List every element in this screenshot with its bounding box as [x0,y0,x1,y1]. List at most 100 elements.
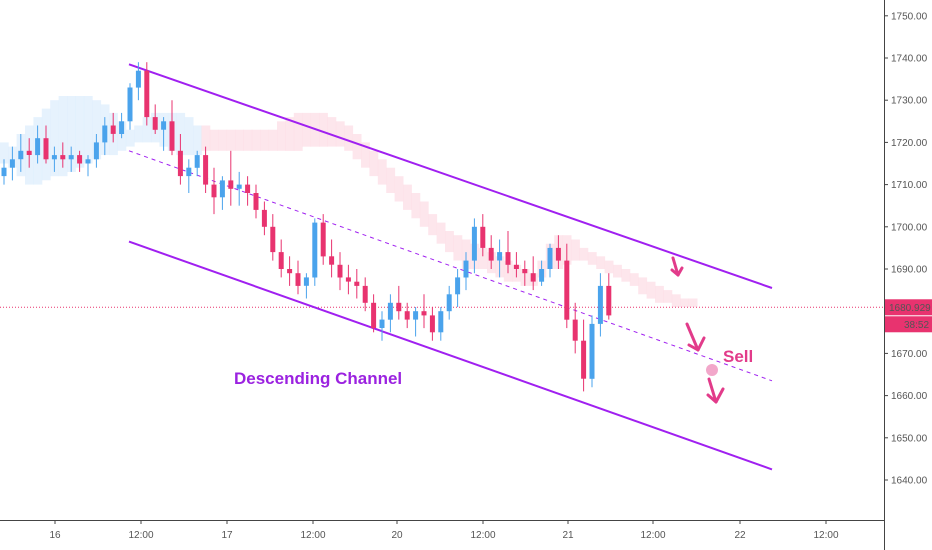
candle-body [219,180,225,198]
current-price-label: 1680.929 [889,303,931,314]
cloud-segment [419,201,429,227]
cloud-segment [428,214,438,236]
cloud-segment [0,142,9,164]
candle-body [345,277,351,282]
candle-body [127,87,133,122]
cloud-segment [243,129,253,151]
cloud-segment [293,112,303,151]
time-axis[interactable]: 16 12:00 17 12:00 20 12:00 21 12:00 22 12:00 [0,520,884,541]
cloud-segment [201,125,211,151]
candle-body [51,155,57,160]
candle-body [211,184,217,198]
channel-label: Descending Channel [234,369,402,388]
price-axis[interactable]: 1640.001650.001660.001670.001680.001690.… [884,0,932,550]
countdown-badge [885,316,932,333]
time-ticks: 16 12:00 17 12:00 20 12:00 21 12:00 22 12:00 [49,520,839,541]
candle-body [9,159,15,168]
candle-body [455,277,461,295]
down-arrow-icon [671,256,680,277]
candle-body [513,264,519,269]
candle-body [1,167,7,177]
candle-body [303,277,309,286]
time-tick-label: 20 [391,530,403,541]
channel-upper-line [128,63,773,289]
cloud-segment [587,252,597,265]
cloud-segment [302,112,312,147]
cloud-segment [260,129,270,151]
cloud-segment [125,129,135,147]
cloud-segment [235,129,244,151]
time-tick-label: 12:00 [470,530,495,541]
candle-body [194,155,200,168]
cloud-segment [663,290,673,303]
cloud-segment [646,281,656,299]
candle-body [253,193,259,210]
candle-body [539,269,545,282]
price-tick-label: 1690.00 [891,265,928,276]
price-tick-label: 1670.00 [891,349,928,360]
cloud-segment [134,125,144,143]
price-tick-label: 1750.00 [891,11,928,22]
cloud-segment [58,96,68,177]
arrow-head [706,387,725,404]
candle-body [161,121,167,130]
candle-body [186,167,192,177]
cloud-segment [436,222,446,244]
candle-body [270,226,276,253]
candle-body [488,247,494,261]
candle-body [589,323,595,379]
cloud-segment [50,100,60,177]
cloud-segment [621,269,631,282]
cloud-segment [75,96,85,168]
cloud-segment [319,112,328,147]
cloud-segment [571,239,580,261]
countdown-label: 38:52 [904,320,929,331]
time-tick-label: 22 [734,530,746,541]
price-tick-label: 1740.00 [891,54,928,65]
cloud-segment [638,277,648,295]
time-tick-label: 16 [49,530,61,541]
candle-body [77,155,83,164]
candle-body [404,311,410,320]
candle-body [463,260,469,278]
candle-body [26,150,32,155]
price-tick-label: 1710.00 [891,180,928,191]
candle-body [135,70,141,88]
cloud-segment [361,142,370,168]
down-arrow-icon [685,322,700,352]
candle-body [144,70,150,118]
candle-body [320,222,326,257]
candle-body [429,315,435,333]
candle-body [68,155,74,160]
cloud-segment [453,235,463,261]
candle-body [480,226,486,248]
price-tick-label: 1730.00 [891,96,928,107]
candle-body [421,311,427,316]
candle-body [581,340,587,379]
cloud-segment [251,129,261,151]
candle-body [362,285,368,303]
candle-body [102,125,108,143]
candle-body [43,138,49,160]
candle-body [337,264,343,278]
candle-body [35,138,41,156]
time-tick-label: 12:00 [128,530,153,541]
down-arrow-icon [707,377,718,404]
cloud-segment [184,117,194,156]
cloud-segment [478,247,488,269]
cloud-segment [579,247,589,261]
cloud-segment [629,273,639,286]
time-tick-label: 12:00 [300,530,325,541]
candle-body [329,256,335,265]
cloud-segment [411,193,421,219]
candle-body [606,285,612,316]
price-badge [885,299,932,316]
candle-body [564,260,570,320]
candle-body [413,311,419,320]
candle-body [522,269,528,274]
cloud-segment [680,298,690,307]
candle-body [446,294,452,312]
candle-body [497,252,503,261]
candle-body [203,155,209,185]
